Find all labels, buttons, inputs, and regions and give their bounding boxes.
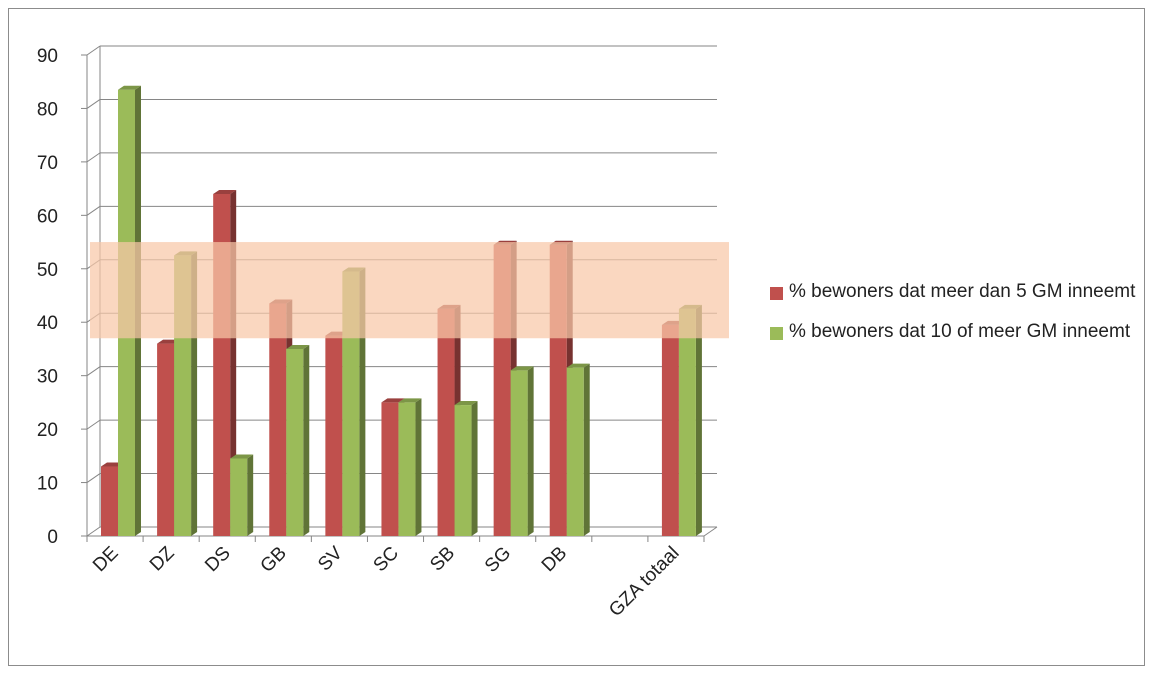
gridline-diagonal (86, 45, 101, 56)
y-tick-label: 30 (37, 367, 58, 388)
gridline-diagonal (86, 366, 101, 377)
y-tick-label: 10 (37, 474, 58, 495)
gridline-diagonal (86, 419, 101, 430)
x-tick-label: DZ (146, 542, 179, 575)
bar-top (510, 366, 534, 371)
legend: % bewoners dat meer dan 5 GM inneemt % b… (770, 278, 1140, 358)
y-tick-label: 0 (47, 527, 58, 548)
x-axis-depth-line (703, 526, 718, 537)
gridline-diagonal (86, 99, 101, 109)
y-tick-label: 60 (37, 206, 58, 227)
bar-top (454, 401, 478, 406)
legend-item-series-2: % bewoners dat 10 of meer GM inneemt (770, 318, 1140, 346)
bar (101, 466, 118, 536)
x-tick-label: SG (481, 543, 515, 577)
x-tick-label: SB (426, 543, 459, 576)
bar-top (213, 189, 237, 194)
bar (381, 402, 399, 536)
legend-swatch-series-1 (770, 287, 783, 300)
bar (230, 458, 248, 536)
y-tick-label: 80 (37, 99, 58, 120)
x-tick-label: SC (370, 543, 404, 577)
bar-top (381, 398, 405, 403)
y-tick-label: 50 (37, 260, 58, 281)
highlight-band (90, 242, 729, 339)
bar (398, 402, 416, 536)
gridline-diagonal (86, 205, 101, 216)
bar (566, 367, 584, 536)
x-tick-label: GZA totaal (605, 543, 683, 621)
x-tick-label: DS (201, 543, 235, 577)
bar-top (230, 454, 254, 459)
y-tick-label: 90 (37, 46, 58, 67)
bar-side (247, 454, 254, 536)
y-tick-label: 20 (37, 420, 58, 441)
legend-item-series-1: % bewoners dat meer dan 5 GM inneemt (770, 278, 1140, 306)
bar-side (527, 366, 534, 536)
bar-side (471, 401, 478, 536)
gridline-diagonal (86, 152, 101, 163)
bar (286, 348, 304, 536)
x-tick-label: DB (538, 543, 572, 577)
bar (437, 308, 455, 536)
legend-label-series-2: % bewoners dat 10 of meer GM inneemt (789, 321, 1131, 342)
x-tick-label: SV (314, 542, 347, 575)
bar-top (118, 85, 141, 90)
bar-side (583, 363, 590, 536)
bar-side (303, 344, 310, 536)
legend-swatch-series-2 (770, 327, 783, 340)
bar (510, 370, 528, 536)
bar (269, 303, 287, 536)
bar-side (695, 304, 702, 536)
bar (678, 308, 696, 536)
bar (661, 324, 679, 536)
bar (454, 405, 472, 536)
bar-side (415, 398, 422, 536)
x-tick-label: DE (89, 543, 123, 577)
bar-top (398, 398, 422, 403)
y-tick-label: 40 (37, 313, 58, 334)
gridline-diagonal (86, 473, 101, 483)
bar (325, 335, 343, 536)
bar (157, 343, 175, 536)
legend-label-series-1: % bewoners dat meer dan 5 GM inneemt (789, 281, 1136, 302)
gridline-diagonal (86, 526, 101, 537)
y-tick-label: 70 (37, 153, 58, 174)
x-tick-label: GB (257, 543, 291, 577)
bar-top (566, 363, 590, 368)
bar-top (286, 344, 310, 349)
